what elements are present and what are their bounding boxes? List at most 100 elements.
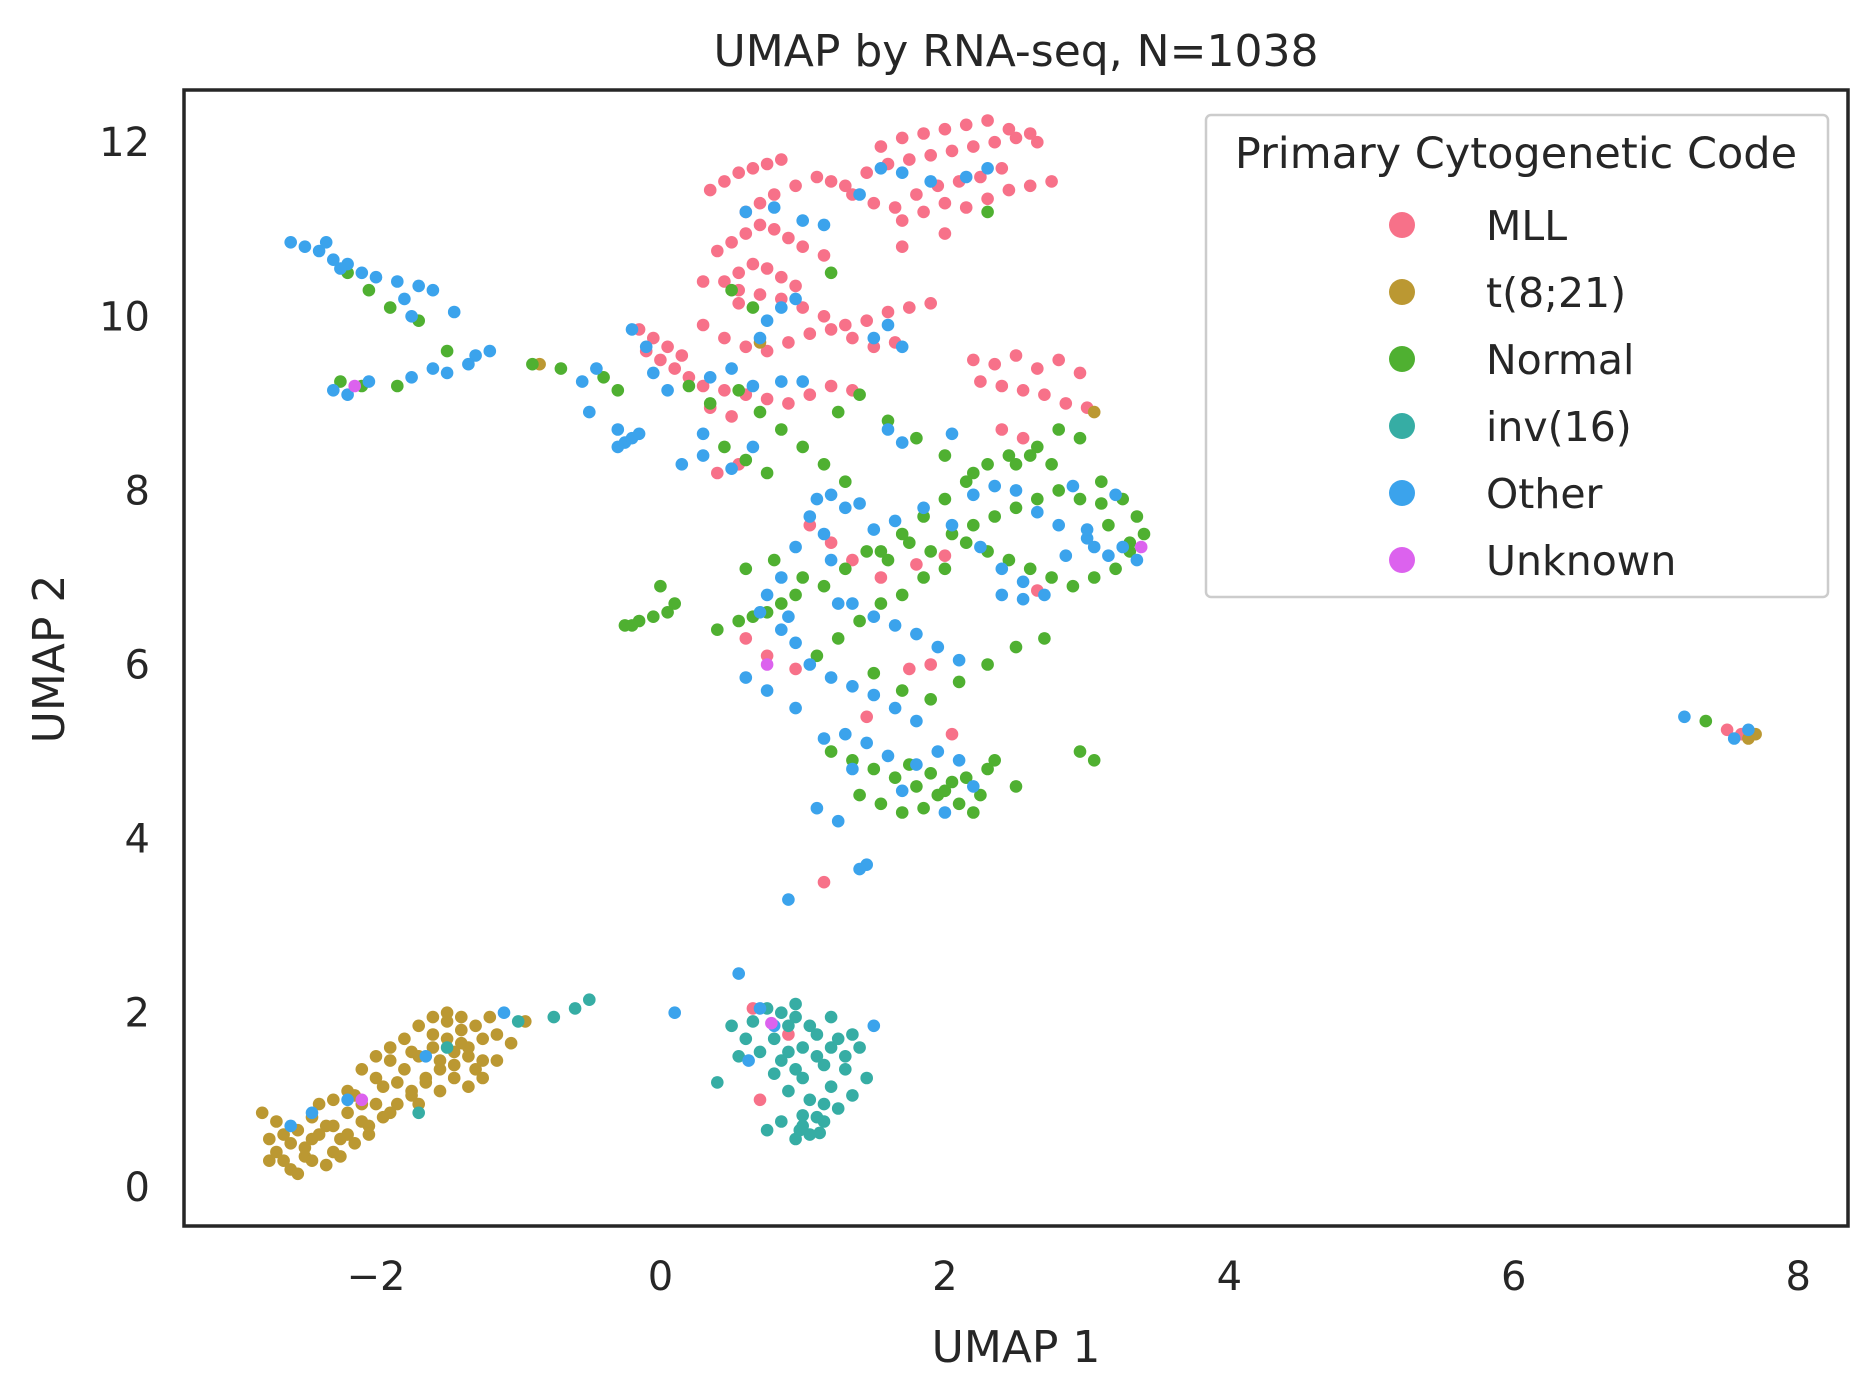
data-point <box>895 214 909 227</box>
data-point <box>988 510 1001 523</box>
data-point <box>938 196 952 210</box>
data-point <box>1009 640 1023 654</box>
data-point <box>988 479 1001 493</box>
data-point <box>447 1071 461 1085</box>
data-point <box>1009 131 1023 145</box>
data-point <box>775 270 788 284</box>
data-point <box>846 754 859 767</box>
data-point <box>263 1154 276 1167</box>
data-point <box>1031 492 1044 506</box>
data-point <box>284 1119 298 1133</box>
data-point <box>881 318 895 332</box>
data-point <box>753 196 767 210</box>
data-point <box>938 784 952 798</box>
data-point <box>824 1010 838 1024</box>
data-point <box>810 1028 824 1041</box>
data-point <box>817 875 831 889</box>
data-point <box>568 1002 582 1015</box>
data-point <box>817 249 831 262</box>
data-point <box>881 749 895 763</box>
data-point <box>981 762 994 776</box>
data-point <box>789 662 802 676</box>
data-point <box>1002 553 1016 567</box>
data-point <box>654 579 667 593</box>
data-point <box>426 1041 440 1054</box>
data-point <box>817 1058 831 1072</box>
data-point <box>917 501 930 515</box>
data-point <box>981 458 994 471</box>
data-point <box>874 797 888 811</box>
data-point <box>881 423 895 436</box>
data-point <box>853 497 866 510</box>
data-point <box>369 270 383 284</box>
data-point <box>718 331 731 345</box>
data-point <box>334 262 347 275</box>
data-point <box>661 340 674 354</box>
data-point <box>305 1132 319 1146</box>
data-point <box>1095 497 1108 510</box>
data-point <box>298 1141 312 1154</box>
data-point <box>817 218 831 232</box>
data-point <box>426 283 440 297</box>
data-point <box>753 1093 767 1107</box>
data-point <box>1109 488 1122 502</box>
chart-title: UMAP by RNA-seq, N=1038 <box>714 26 1319 77</box>
data-point <box>938 492 952 506</box>
data-point <box>376 1080 390 1093</box>
data-point <box>405 1045 418 1059</box>
data-point <box>398 1063 411 1076</box>
data-point <box>462 357 475 371</box>
data-point <box>1678 710 1691 724</box>
data-point <box>775 623 788 636</box>
data-point <box>910 758 923 771</box>
data-point <box>765 1016 778 1030</box>
data-point <box>739 340 753 354</box>
data-point <box>760 588 774 602</box>
data-point <box>910 558 923 571</box>
data-point <box>575 375 589 388</box>
data-point <box>910 714 923 728</box>
data-point <box>775 301 788 314</box>
data-point <box>846 680 859 693</box>
data-point <box>1016 592 1030 606</box>
data-point <box>1009 780 1023 793</box>
x-tick-label: 2 <box>932 1254 957 1300</box>
data-point <box>824 379 838 393</box>
data-point <box>1016 431 1030 445</box>
data-point <box>319 1158 333 1172</box>
data-point <box>938 806 952 819</box>
data-point <box>760 262 774 275</box>
data-point <box>405 371 418 384</box>
data-point <box>739 671 753 684</box>
data-point <box>1102 549 1115 562</box>
data-point <box>725 1019 738 1033</box>
data-point <box>440 366 454 380</box>
data-point <box>362 1119 376 1133</box>
data-point <box>810 492 824 506</box>
data-point <box>895 131 909 145</box>
data-point <box>796 1071 809 1085</box>
data-point <box>938 562 952 576</box>
data-point <box>782 336 795 349</box>
data-point <box>355 1063 369 1076</box>
data-point <box>775 1054 788 1067</box>
data-point <box>1009 501 1023 515</box>
data-point <box>718 440 731 454</box>
data-point <box>412 1019 426 1033</box>
data-point <box>711 244 724 258</box>
data-point <box>839 501 852 515</box>
data-point <box>383 1041 397 1054</box>
data-point <box>376 1110 390 1124</box>
data-point <box>284 236 298 249</box>
data-point <box>867 610 881 623</box>
data-point <box>796 1109 809 1122</box>
data-point <box>398 292 411 306</box>
data-point <box>696 275 710 288</box>
data-point <box>824 1080 838 1093</box>
data-point <box>1038 588 1051 602</box>
data-point <box>817 579 831 593</box>
data-point <box>775 1006 788 1019</box>
data-point <box>760 684 774 697</box>
data-point <box>824 553 838 567</box>
data-point <box>369 1071 383 1085</box>
